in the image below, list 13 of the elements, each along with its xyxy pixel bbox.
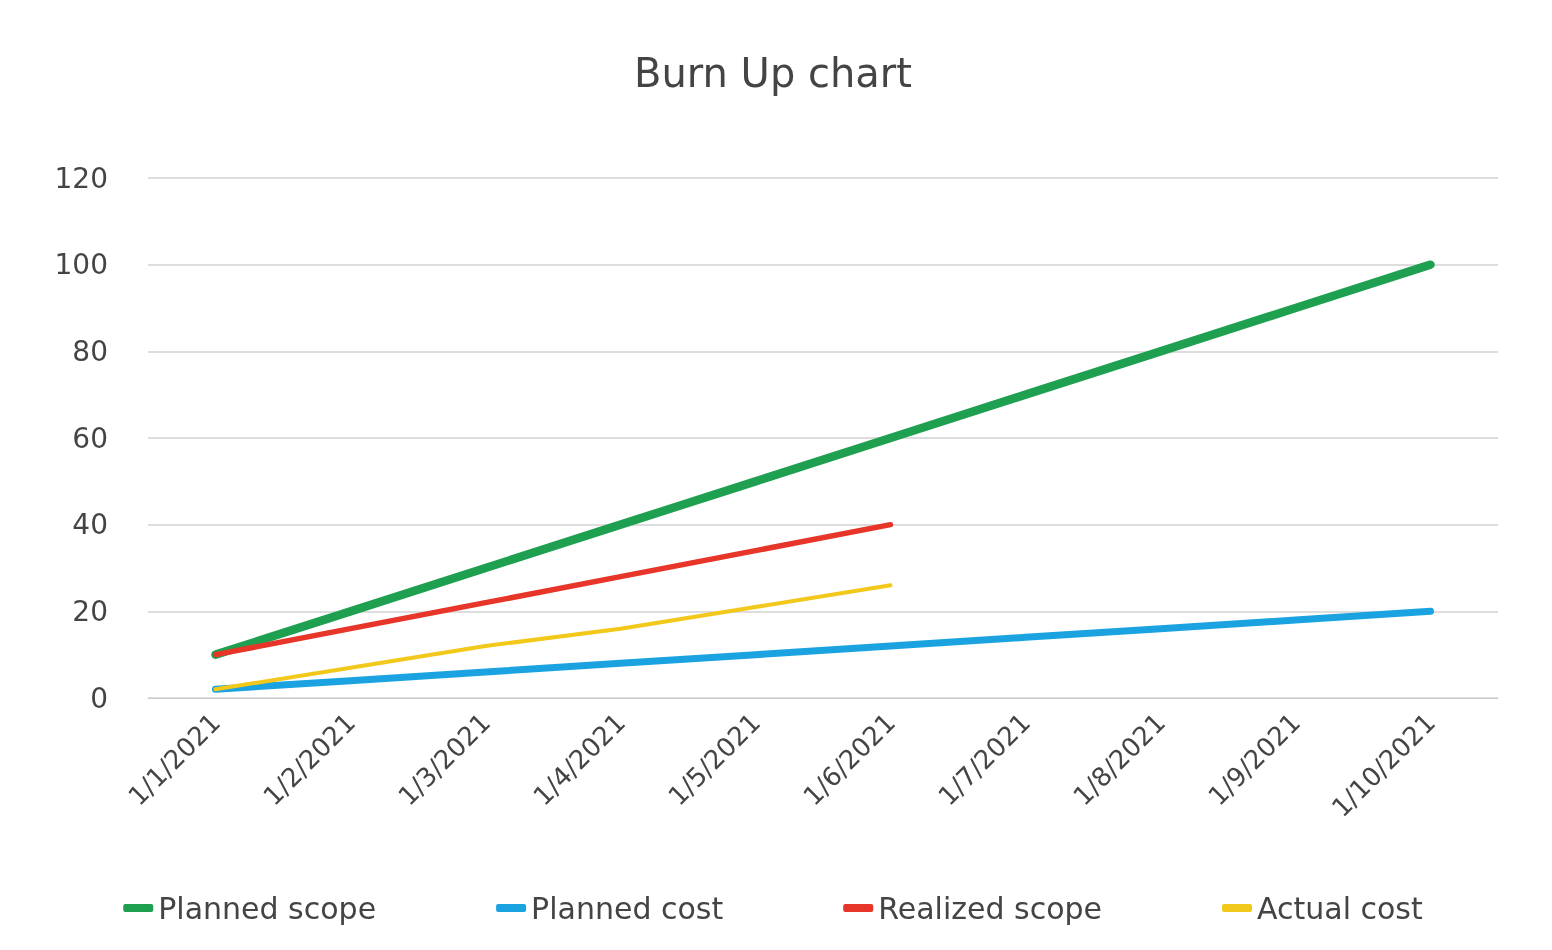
y-tick-label: 120 [54, 161, 108, 195]
legend-label: Realized scope [878, 890, 1102, 926]
y-tick-label: 80 [72, 334, 108, 368]
y-tick-label: 20 [72, 594, 108, 628]
legend-label: Actual cost [1256, 890, 1423, 926]
line-series [213, 583, 893, 692]
y-tick-label: 40 [72, 508, 108, 542]
y-tick-label: 60 [72, 421, 108, 455]
y-tick-label: 100 [54, 248, 108, 282]
legend-label: Planned scope [158, 890, 377, 926]
legend-label: Planned cost [531, 890, 724, 926]
y-tick-label: 0 [90, 681, 108, 715]
chart-title: Burn Up chart [634, 50, 912, 96]
